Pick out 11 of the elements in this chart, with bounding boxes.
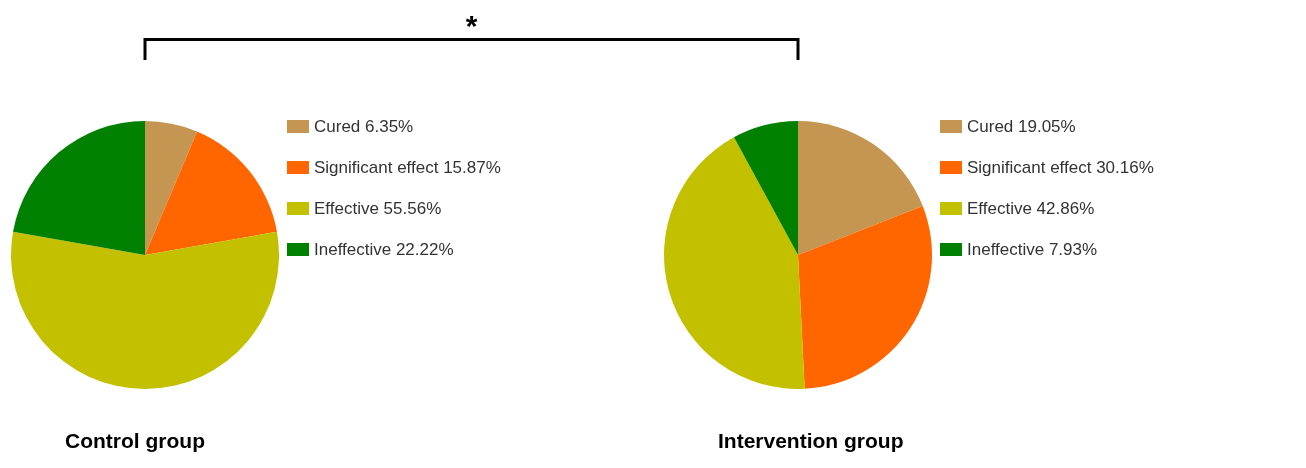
text: Control group (65, 429, 205, 452)
legend-label: Ineffective 7.93% (967, 240, 1098, 259)
legend-label: Ineffective 22.22% (314, 240, 454, 259)
text: Intervention group (718, 429, 904, 452)
legend-label: Significant effect 15.87% (314, 158, 501, 177)
legend-label: Cured 6.35% (314, 117, 414, 136)
legend-label: Effective 42.86% (967, 199, 1095, 218)
legend-label: Cured 19.05% (967, 117, 1076, 136)
legend-label: Effective 55.56% (314, 199, 442, 218)
legend-label: Significant effect 30.16% (967, 158, 1154, 177)
text: * (465, 9, 478, 42)
